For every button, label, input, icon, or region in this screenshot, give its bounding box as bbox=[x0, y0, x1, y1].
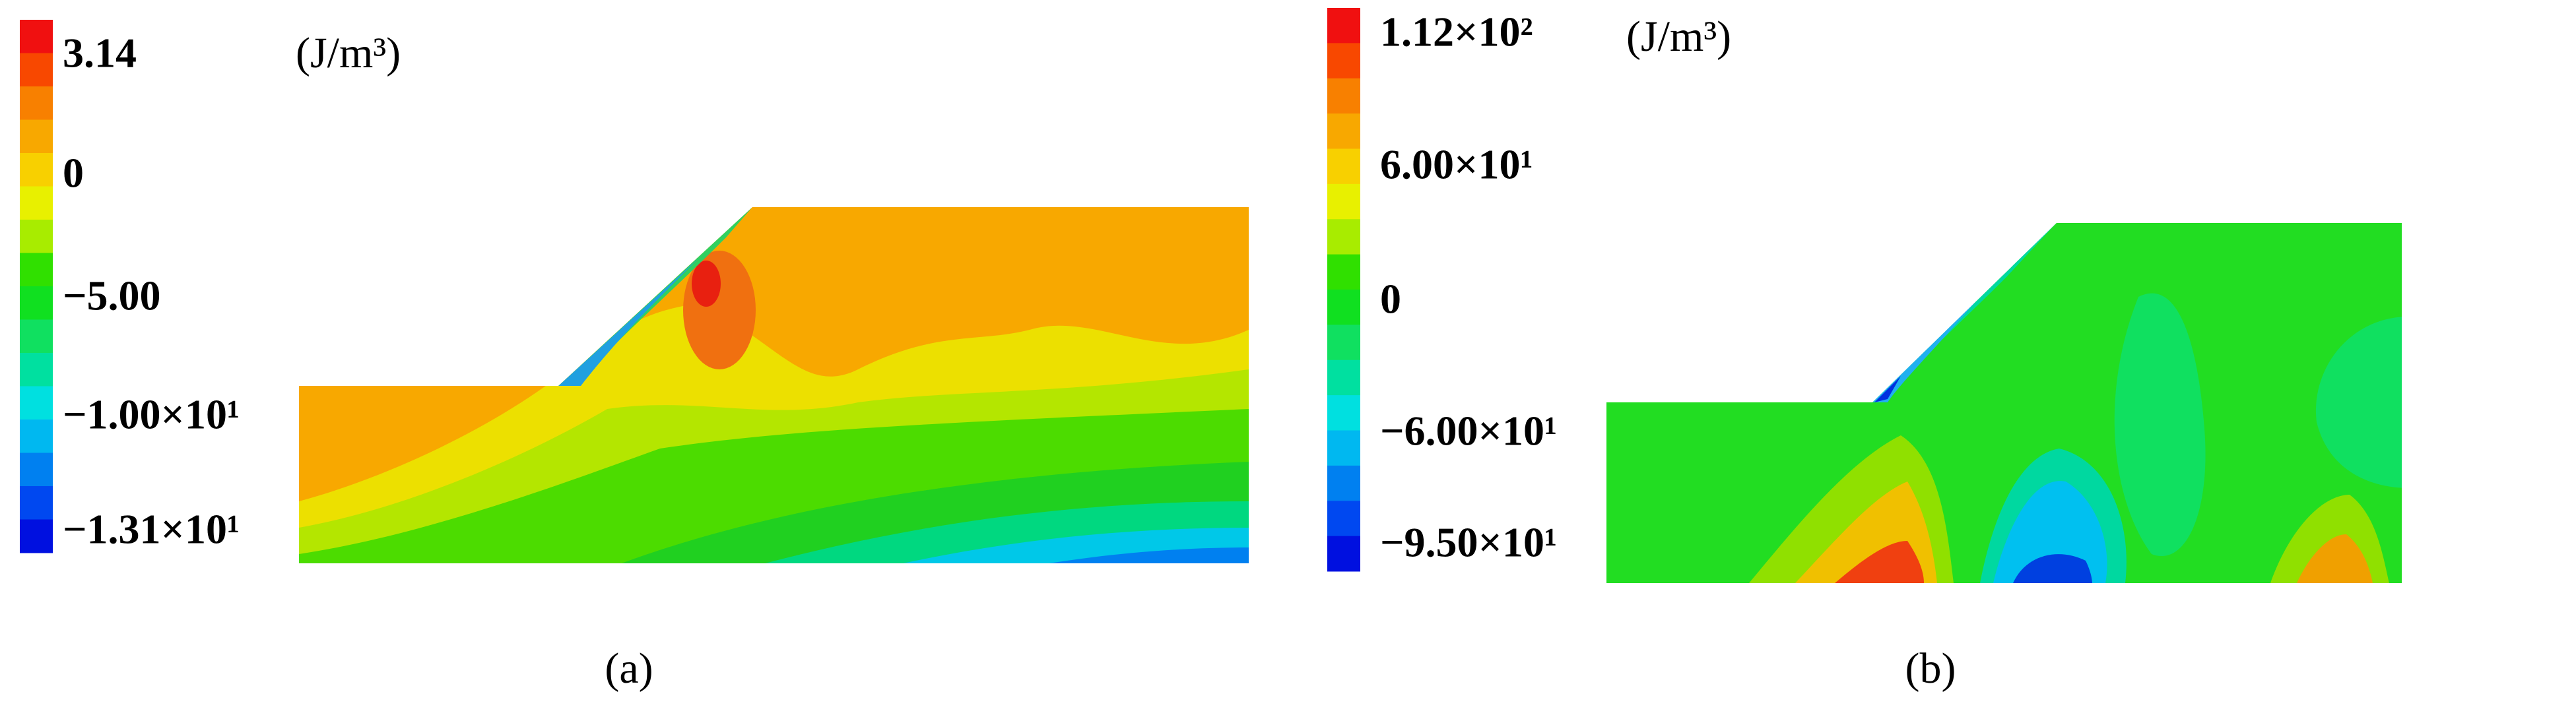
colorbar-band bbox=[20, 486, 53, 520]
colorbar-label: −1.00×10¹ bbox=[63, 391, 240, 438]
colorbar-band bbox=[20, 186, 53, 220]
colorbar-band bbox=[1327, 183, 1360, 220]
colorbar-band bbox=[20, 20, 53, 53]
colorbar-band bbox=[1327, 536, 1360, 572]
colorbar-band bbox=[1327, 78, 1360, 114]
colorbar-band bbox=[1327, 290, 1360, 325]
colorbar-label: −5.00 bbox=[63, 272, 160, 319]
contour-b bbox=[1606, 223, 2402, 583]
unit-label: (J/m³) bbox=[296, 29, 401, 77]
colorbar-band bbox=[1327, 395, 1360, 431]
colorbar-band bbox=[1327, 501, 1360, 537]
colorbar-band bbox=[20, 319, 53, 354]
colorbar-band bbox=[20, 86, 53, 120]
colorbar-band bbox=[1327, 8, 1360, 44]
colorbar-band bbox=[1327, 325, 1360, 361]
colorbar-band bbox=[20, 119, 53, 154]
colorbar-band bbox=[1327, 219, 1360, 255]
colorbar-label: 0 bbox=[63, 150, 84, 197]
colorbar-band bbox=[20, 452, 53, 487]
unit-label: (J/m³) bbox=[1626, 13, 1731, 61]
colorbar-label: −6.00×10¹ bbox=[1380, 408, 1557, 454]
colorbar-band bbox=[1327, 148, 1360, 185]
colorbar-band bbox=[20, 286, 53, 320]
colorbar-band bbox=[20, 353, 53, 387]
colorbar-label: 3.14 bbox=[63, 30, 137, 77]
colorbar-band bbox=[20, 519, 53, 553]
colorbar-band bbox=[20, 53, 53, 87]
colorbar-band bbox=[1327, 359, 1360, 396]
colorbar-label: 6.00×10¹ bbox=[1380, 141, 1533, 188]
colorbar-band bbox=[1327, 113, 1360, 149]
contour-a bbox=[299, 207, 1249, 563]
colorbar-band bbox=[1327, 43, 1360, 79]
colorbar-band bbox=[1327, 430, 1360, 466]
colorbar-band bbox=[1327, 465, 1360, 501]
panel-caption: (b) bbox=[1905, 644, 1956, 693]
colorbar-label: 1.12×10² bbox=[1380, 9, 1533, 55]
colorbar-label: −1.31×10¹ bbox=[63, 506, 240, 553]
colorbar-band bbox=[20, 420, 53, 453]
colorbar-label: 0 bbox=[1380, 276, 1401, 323]
colorbar-label: −9.50×10¹ bbox=[1380, 519, 1557, 566]
colorbar-band bbox=[20, 220, 53, 253]
colorbar-band bbox=[20, 153, 53, 187]
colorbar-band bbox=[1327, 254, 1360, 290]
panel-caption: (a) bbox=[605, 644, 653, 693]
colorbar-band bbox=[20, 386, 53, 420]
colorbar-band bbox=[20, 253, 53, 287]
